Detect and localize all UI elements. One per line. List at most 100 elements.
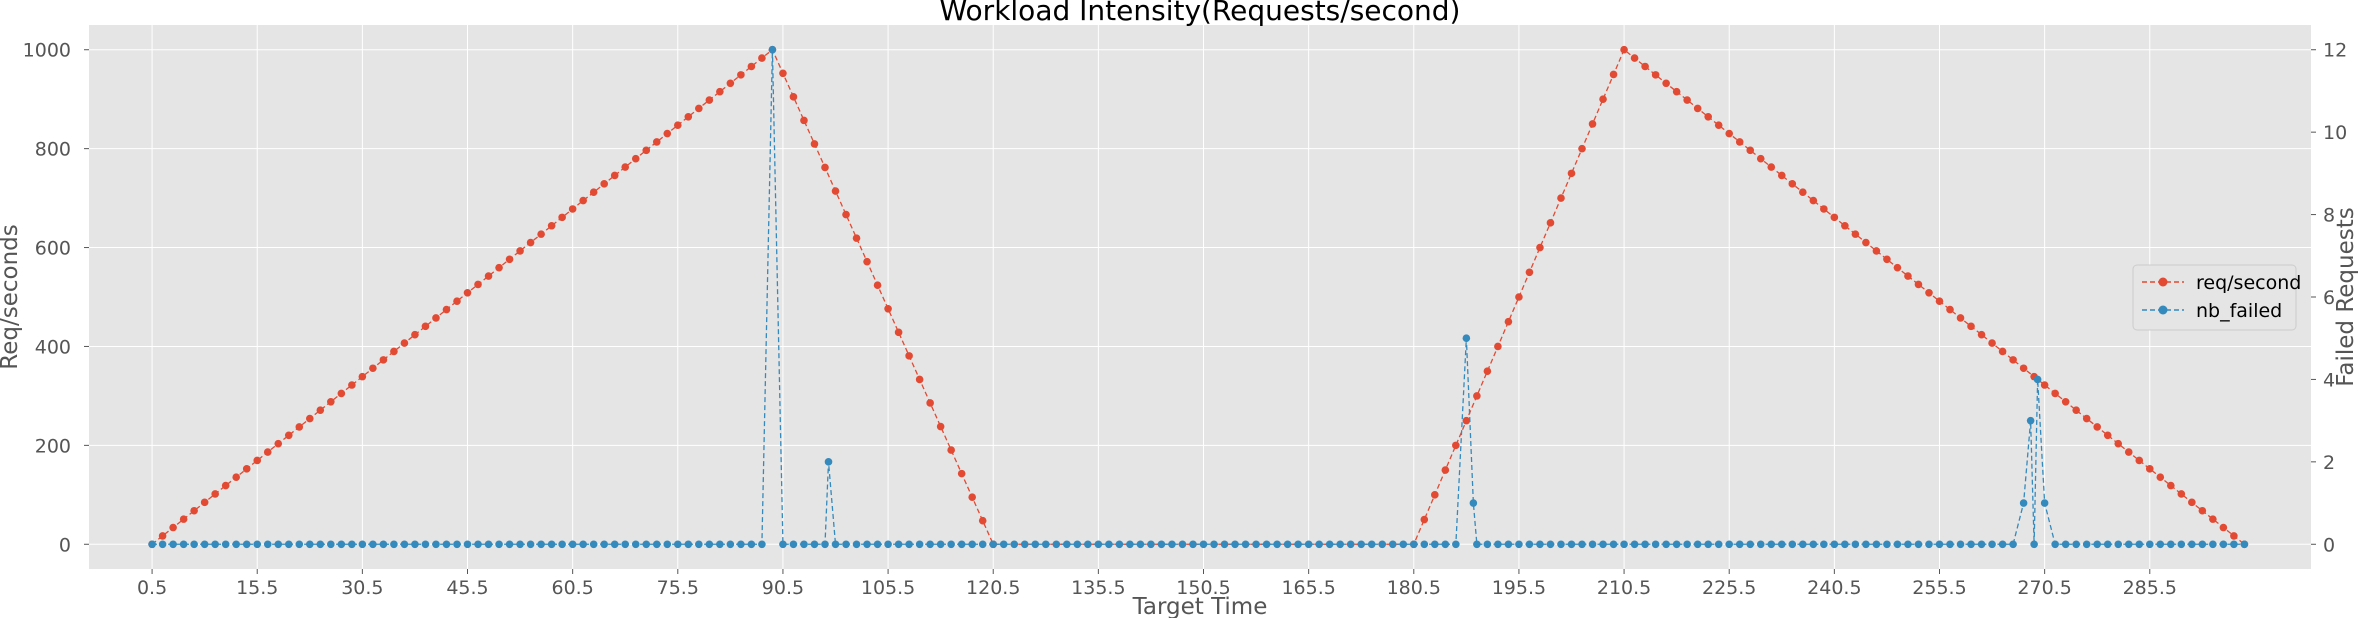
nb-failed-point [1325, 540, 1334, 549]
req-second-point [242, 465, 251, 473]
nb-failed-point [2156, 540, 2165, 549]
nb-failed-point [1567, 540, 1576, 549]
x-tick-label: 240.5 [1807, 577, 1861, 599]
x-tick-label: 225.5 [1702, 577, 1756, 599]
req-second-point [2209, 515, 2217, 523]
nb-failed-point [978, 540, 987, 549]
x-tick-label: 105.5 [861, 577, 915, 599]
nb-failed-point [1956, 540, 1965, 549]
nb-failed-point [1388, 540, 1397, 549]
legend-label-nb-failed: nb_failed [2196, 300, 2282, 322]
nb-failed-point [2040, 499, 2049, 507]
req-second-point [390, 347, 398, 356]
nb-failed-point [200, 540, 209, 549]
y2-tick-label: 8 [2323, 205, 2335, 227]
nb-failed-point [1357, 540, 1366, 549]
req-second-point [358, 372, 367, 381]
y-tick-label: 0 [59, 534, 71, 556]
legend-marker-req-second [2158, 277, 2168, 287]
nb-failed-point [1136, 540, 1145, 549]
req-second-point [600, 180, 608, 188]
nb-failed-point [1767, 540, 1776, 549]
nb-failed-point [2188, 540, 2196, 549]
nb-failed-point [1063, 540, 1071, 549]
nb-failed-point [1094, 540, 1103, 549]
req-second-point [1662, 79, 1670, 88]
nb-failed-point [768, 45, 777, 54]
nb-failed-point [2026, 416, 2035, 425]
nb-failed-point [2033, 375, 2042, 384]
req-second-point [1515, 293, 1523, 301]
x-tick-label: 30.5 [341, 577, 383, 599]
req-second-point [1630, 54, 1639, 62]
req-second-point [1872, 247, 1881, 255]
req-second-point [631, 154, 640, 163]
nb-failed-point [1378, 540, 1387, 549]
nb-failed-point [1231, 540, 1239, 549]
req-second-point [1683, 96, 1691, 104]
nb-failed-point [1925, 540, 1933, 549]
nb-failed-point [1189, 540, 1197, 549]
req-second-point [2040, 381, 2049, 389]
nb-failed-point [2198, 540, 2207, 549]
nb-failed-point [2240, 540, 2249, 549]
req-second-point [1851, 230, 1860, 238]
nb-failed-point [758, 540, 766, 549]
nb-failed-point [1473, 540, 1481, 549]
nb-failed-point [568, 540, 577, 549]
req-second-point [1988, 339, 1996, 347]
req-second-point [1925, 289, 1933, 297]
req-second-point [1841, 221, 1849, 230]
req-second-point [200, 498, 209, 507]
req-second-point [915, 375, 924, 384]
req-second-point [1788, 180, 1797, 188]
nb-failed-point [1420, 540, 1429, 549]
nb-failed-point [999, 540, 1008, 549]
req-second-point [453, 297, 461, 305]
nb-failed-point [190, 540, 198, 549]
nb-failed-point [2061, 540, 2070, 549]
nb-failed-point [1662, 540, 1670, 549]
nb-failed-point [274, 540, 283, 549]
nb-failed-point [526, 540, 535, 549]
series-layer [148, 45, 2249, 549]
req-second-point [558, 213, 566, 222]
nb-failed-point [1126, 540, 1134, 549]
nb-failed-point [821, 540, 829, 549]
req-second-point [537, 230, 545, 238]
req-second-point [263, 448, 272, 456]
req-second-point [1830, 213, 1839, 222]
nb-failed-point [1651, 540, 1660, 549]
nb-failed-point [1441, 540, 1450, 549]
nb-failed-point [810, 540, 819, 549]
nb-failed-point [211, 540, 219, 549]
req-second-point [1735, 138, 1744, 146]
req-second-point [2230, 532, 2238, 540]
nb-failed-point [1346, 540, 1355, 549]
nb-failed-point [1504, 540, 1513, 549]
y2-tick-label: 2 [2323, 452, 2335, 474]
req-second-point [1693, 104, 1702, 113]
req-second-point [2124, 448, 2133, 456]
nb-failed-point [148, 540, 156, 549]
req-second-point [1904, 272, 1912, 280]
chart-title: Workload Intensity(Requests/second) [940, 0, 1461, 27]
y2-axis-ticks: 0 2 4 6 8 10 12 [2311, 40, 2347, 556]
req-second-point [2009, 356, 2017, 364]
req-second-point [1578, 144, 1586, 153]
y-tick-label: 600 [35, 238, 71, 260]
y-tick-label: 400 [35, 336, 71, 358]
nb-failed-point [221, 540, 230, 549]
nb-failed-point [432, 540, 440, 549]
nb-failed-point [631, 540, 640, 549]
req-second-point [2114, 439, 2123, 448]
req-second-point [842, 210, 850, 219]
req-second-point [1620, 45, 1628, 54]
req-second-point [926, 399, 934, 407]
req-second-point [800, 116, 808, 125]
req-second-point [1651, 71, 1660, 79]
nb-failed-point [284, 540, 293, 549]
nb-failed-point [1557, 540, 1565, 549]
nb-failed-point [2030, 540, 2038, 549]
